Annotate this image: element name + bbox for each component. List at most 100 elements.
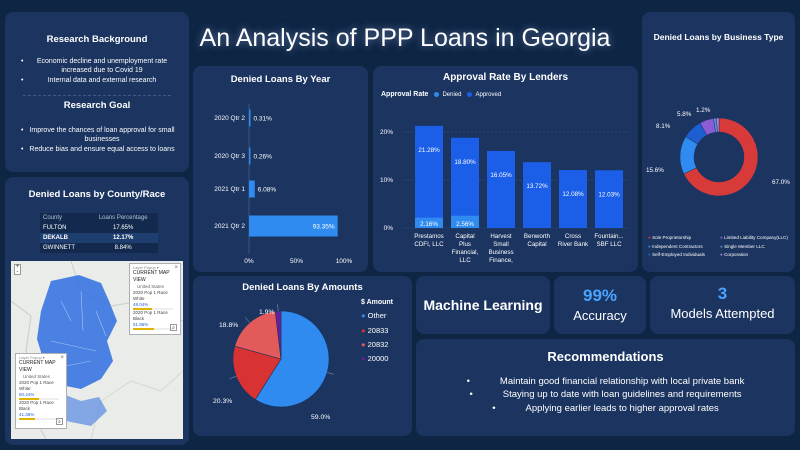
popup-bar: [133, 307, 153, 310]
leader-line: [327, 372, 334, 375]
data-label: 18.8%: [219, 322, 238, 329]
x-tick-label: Plus: [459, 241, 471, 248]
x-tick-label: Capital: [527, 241, 546, 248]
models-value: 3: [717, 284, 728, 303]
popup-search-icon[interactable]: ⌕: [170, 324, 177, 331]
x-tick-label: Cross: [565, 233, 581, 240]
year-chart: 0% 50% 100% 2020 Qtr 2 0.31% 2020 Qtr 3 0.26% 2…: [193, 66, 368, 272]
legend-title: $ Amount: [361, 299, 394, 306]
research-background-title: Research Background: [46, 34, 148, 45]
research-card: Research Background Economic decline and…: [5, 12, 189, 172]
y-tick-label: 0%: [384, 225, 394, 232]
approved-bar[interactable]: [451, 137, 479, 228]
lender-chart: 20% 10% 0% 2.16% 21.28% Prestamos CDFI, LLC 2.5…: [373, 66, 638, 272]
lender-chart-card: Approval Rate By Lenders Approval Rate D…: [373, 66, 638, 272]
research-goal-item: Improve the chances of loan approval for…: [11, 126, 183, 145]
amount-chart-title: Denied Loans By Amounts: [242, 282, 363, 293]
year-bar[interactable]: [249, 215, 338, 237]
amount-legend: $ Amount ● Other ● 20833 ● 20832 ● 20000: [361, 296, 393, 366]
y-tick-label: 10%: [380, 177, 393, 184]
legend-item[interactable]: ● Single Member LLC: [720, 243, 765, 249]
business-legend: ● Sole Proprietorship ● Limited Liabilit…: [648, 234, 793, 260]
accuracy-card: 99% Accuracy: [554, 276, 646, 334]
y-tick-label: 2021 Qtr 1: [214, 186, 245, 193]
legend-item[interactable]: ● Self-Employed Individuals: [648, 252, 705, 258]
legend-item[interactable]: ● Sole Proprietorship: [648, 235, 692, 240]
x-tick-label: Benworth: [524, 233, 551, 240]
denied-label: 2.16%: [420, 221, 438, 228]
recommendations-list: • Maintain good financial relationship wi…: [416, 375, 795, 415]
popup-bar: [133, 327, 154, 330]
county-table: County Loans Percentage FULTON 17.65% DEK…: [40, 213, 158, 253]
legend-item-approved[interactable]: Approved: [467, 92, 501, 98]
legend-item[interactable]: ● 20832: [361, 339, 389, 349]
popup-search-icon[interactable]: ⌕: [56, 418, 63, 425]
data-label: 5.8%: [677, 111, 692, 118]
county-map[interactable]: + - Layer Popup ▾ × CURRENT MAP VIEW Unit…: [11, 261, 183, 439]
approved-bar[interactable]: [415, 125, 443, 228]
approved-bar[interactable]: [595, 170, 623, 228]
x-tick-label: 100%: [336, 258, 353, 265]
recommendations-title: Recommendations: [547, 349, 664, 364]
year-bar[interactable]: [249, 109, 251, 127]
data-label: 8.1%: [656, 123, 671, 130]
y-tick-label: 20%: [380, 129, 393, 136]
denied-bar[interactable]: [451, 215, 479, 228]
donut-slice[interactable]: [716, 117, 720, 133]
pie-slice[interactable]: [254, 310, 330, 408]
lender-chart-title: Approval Rate By Lenders: [442, 72, 569, 83]
amount-chart: 59.0% 20.3% 18.8% 1.9%: [193, 276, 412, 436]
ml-title: Machine Learning: [423, 297, 543, 313]
legend-item[interactable]: ● Independent Contractors: [648, 243, 703, 249]
research-background-item: Internal data and external research: [11, 76, 183, 86]
data-label: 67.0%: [772, 179, 790, 186]
approved-label: 12.08%: [562, 191, 584, 198]
approved-label: 12.03%: [598, 191, 620, 198]
legend-title: Approval Rate: [381, 91, 429, 98]
x-tick-label: CDFI, LLC: [414, 241, 444, 248]
approved-label: 16.05%: [490, 172, 512, 179]
legend-item[interactable]: ● Limited Liability Company(LLC): [720, 235, 788, 240]
close-icon[interactable]: ×: [60, 355, 64, 361]
map-popup[interactable]: Layer Popup ▾ × CURRENT MAP VIEW United …: [129, 263, 181, 335]
data-label: 1.9%: [259, 309, 275, 316]
popup-bar: [19, 397, 39, 400]
research-background-item: Economic decline and unemployment rate i…: [11, 57, 183, 76]
table-row[interactable]: GWINNETT 8.84%: [43, 245, 132, 251]
research-goal-item: Reduce bias and ensure equal access to l…: [11, 145, 183, 155]
dashboard-title: An Analysis of PPP Loans in Georgia: [199, 24, 611, 52]
business-chart: 67.0% 15.6% 8.1% 5.8% 1.2%: [642, 12, 795, 272]
county-title: Denied Loans by County/Race: [28, 189, 166, 200]
pie-slice[interactable]: [232, 345, 282, 400]
approved-bar[interactable]: [559, 170, 587, 228]
legend-item[interactable]: ● Other: [361, 311, 387, 321]
x-tick-label: LLC: [459, 257, 471, 264]
legend-item-denied[interactable]: Denied: [434, 92, 461, 98]
close-icon[interactable]: ×: [174, 265, 178, 271]
x-tick-label: SBF LLC: [596, 241, 622, 248]
x-tick-label: Small: [493, 241, 508, 248]
table-row[interactable]: DEKALB 12.17%: [40, 233, 158, 243]
table-row[interactable]: FULTON 17.65%: [43, 225, 134, 231]
x-tick-label: Capital: [455, 233, 474, 240]
year-bar[interactable]: [249, 147, 251, 165]
approved-label: 21.28%: [418, 147, 440, 154]
data-label: 59.0%: [311, 414, 330, 421]
year-bar[interactable]: [249, 180, 255, 198]
legend-item[interactable]: ● Corporation: [720, 252, 749, 258]
map-zoom-buttons[interactable]: + -: [14, 264, 21, 275]
ml-card: Machine Learning: [416, 276, 550, 334]
leader-line: [229, 376, 237, 379]
legend-item[interactable]: ● 20000: [361, 354, 389, 364]
research-goal-title: Research Goal: [63, 100, 131, 111]
x-tick-label: Prestamos: [414, 233, 444, 240]
x-tick-label: Harvest: [490, 233, 512, 240]
donut-slice[interactable]: [683, 117, 759, 197]
list-item: • Maintain good financial relationship wi…: [466, 376, 745, 387]
denied-bar[interactable]: [415, 217, 443, 228]
legend-item[interactable]: ● 20833: [361, 325, 389, 335]
approved-bar[interactable]: [487, 150, 515, 228]
map-popup[interactable]: Layer Popup ▾ × CURRENT MAP VIEW United …: [15, 353, 67, 429]
approved-bar[interactable]: [523, 162, 551, 228]
data-label: 0.31%: [254, 116, 273, 123]
